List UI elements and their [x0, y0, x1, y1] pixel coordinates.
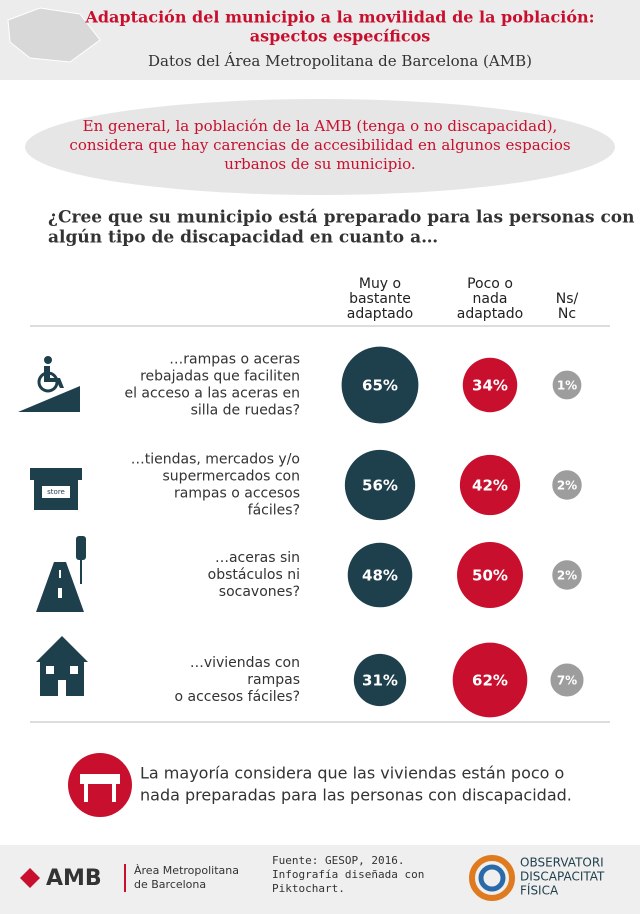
row-label: …aceras sin	[215, 550, 300, 566]
amb-logo-text: AMB	[46, 866, 102, 891]
column-header: Muy o	[359, 276, 401, 292]
store-icon	[30, 468, 82, 510]
road-icon	[36, 536, 86, 612]
source: Infografía diseñada con	[272, 868, 424, 881]
footer-bg	[0, 845, 640, 914]
column-header: adaptado	[457, 306, 523, 322]
conclusion: La mayoría considera que las viviendas e…	[140, 764, 564, 783]
column-header: Poco o	[467, 276, 513, 292]
observatori-text: FÍSICA	[520, 883, 559, 898]
row-label: socavones?	[219, 584, 300, 600]
wheelchair-icon	[18, 356, 80, 412]
value-label: 65%	[362, 377, 398, 395]
source: Piktochart.	[272, 882, 345, 895]
row-label: …rampas o aceras	[169, 352, 300, 368]
value-label: 34%	[472, 377, 508, 395]
row-label: supermercados con	[163, 469, 300, 485]
amb-logo-sub: Àrea Metropolitana	[134, 864, 239, 877]
store-label: store	[47, 488, 65, 496]
value-circle	[459, 454, 521, 516]
row-label: silla de ruedas?	[191, 403, 300, 419]
amb-logo-sub: de Barcelona	[134, 878, 206, 891]
source: Fuente: GESOP, 2016.	[272, 854, 404, 867]
title: Adaptación del municipio a la movilidad …	[84, 8, 594, 27]
callout-text: considera que hay carencias de accesibil…	[69, 136, 570, 154]
barrier-icon	[68, 753, 132, 817]
house-icon	[36, 636, 88, 696]
subtitle: Datos del Área Metropolitana de Barcelon…	[148, 52, 532, 70]
map-icon	[7, 7, 101, 63]
value-label: 31%	[362, 672, 398, 690]
column-header: Nc	[558, 306, 576, 322]
value-label: 56%	[362, 477, 398, 495]
column-header: Ns/	[556, 291, 579, 307]
row-label: …viviendas con	[190, 655, 300, 671]
logo-separator	[124, 864, 126, 892]
value-circle	[353, 653, 407, 707]
value-label: 7%	[557, 674, 577, 688]
value-circle	[462, 357, 518, 413]
question: ¿Cree que su municipio está preparado pa…	[48, 208, 635, 228]
value-circle	[452, 642, 528, 718]
row-label: obstáculos ni	[208, 567, 300, 583]
column-header: bastante	[349, 291, 411, 307]
value-circle	[347, 542, 413, 608]
callout-text: urbanos de su municipio.	[224, 155, 415, 173]
value-circle	[550, 368, 584, 402]
row-label: …tiendas, mercados y/o	[131, 452, 300, 468]
row-label: o accesos fáciles?	[174, 689, 300, 705]
value-circle	[550, 468, 584, 502]
column-header: nada	[473, 291, 508, 307]
value-label: 42%	[472, 477, 508, 495]
row-label: fáciles?	[248, 503, 300, 519]
row-label: rampas	[247, 672, 300, 688]
value-label: 2%	[557, 479, 577, 493]
row-label: rebajadas que faciliten	[140, 369, 300, 385]
conclusion: nada preparadas para las personas con di…	[140, 786, 572, 805]
observatori-logo	[469, 855, 515, 901]
question: algún tipo de discapacidad en cuanto a…	[48, 228, 438, 248]
observatori-text: OBSERVATORI	[520, 856, 604, 870]
value-label: 2%	[557, 569, 577, 583]
column-header: adaptado	[347, 306, 413, 322]
value-label: 50%	[472, 567, 508, 585]
value-circle	[550, 558, 584, 592]
value-label: 48%	[362, 567, 398, 585]
value-circle	[457, 542, 523, 608]
value-label: 1%	[557, 379, 577, 393]
amb-logo	[20, 868, 40, 888]
value-circle	[341, 346, 419, 424]
row-label: rampas o accesos	[174, 486, 300, 502]
observatori-text: DISCAPACITAT	[520, 870, 605, 884]
row-label: el acceso a las aceras en	[124, 386, 300, 402]
callout-bg	[25, 99, 615, 195]
value-label: 62%	[472, 672, 508, 690]
callout-text: En general, la población de la AMB (teng…	[83, 117, 558, 135]
value-circle	[548, 661, 586, 699]
title: aspectos específicos	[250, 27, 431, 46]
header-bg	[0, 0, 640, 80]
value-circle	[344, 449, 416, 521]
